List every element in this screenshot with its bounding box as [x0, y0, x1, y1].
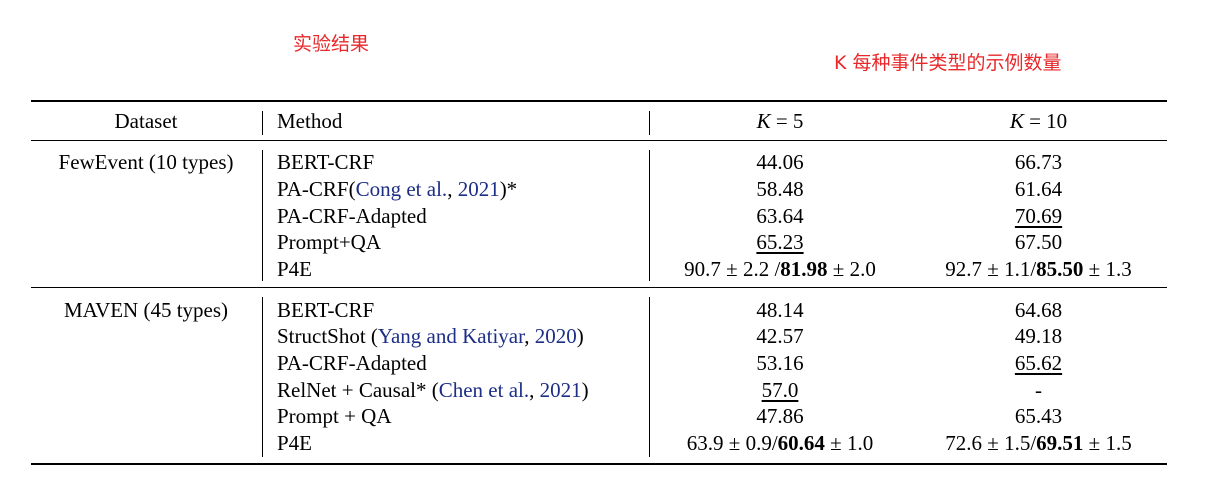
k5-cell: 57.0 [650, 377, 910, 403]
k10-cell: 49.18 [1014, 324, 1063, 348]
col-separator [649, 297, 650, 457]
col-separator [649, 111, 650, 135]
method-text: ) [581, 378, 589, 402]
k10-cell: 65.62 [910, 350, 1167, 376]
best-value: 69.51 [1036, 431, 1084, 455]
header-k5: K = 5 [650, 108, 910, 134]
value-part: ± 1.5 [1083, 431, 1132, 455]
dataset-label: MAVEN (45 types) [63, 298, 229, 322]
k10-cell: - [1035, 378, 1042, 402]
k5-cell: 47.86 [756, 404, 804, 428]
k10-cell: 72.6 ± 1.5/69.51 ± 1.5 [910, 430, 1167, 456]
method-cell: BERT-CRF [277, 298, 375, 322]
method-text: ) [576, 324, 584, 348]
best-value: 81.98 [780, 257, 828, 281]
citation-year-link[interactable]: 2021 [539, 378, 582, 402]
method-cell: P4E [277, 431, 313, 455]
citation-link[interactable]: Chen et al. [438, 378, 530, 402]
method-cell: PA-CRF(Cong et al., 2021)* [277, 176, 517, 202]
table-bottom-rule [31, 463, 1167, 465]
method-cell: P4E [277, 257, 313, 281]
citation-link[interactable]: Yang and Katiyar [377, 324, 525, 348]
k10-cell: 66.73 [1014, 150, 1063, 174]
value-part: 92.7 ± 1.1/ [945, 257, 1037, 281]
second-best-value: 65.62 [1014, 351, 1063, 375]
k5-cell: 63.9 ± 0.9/60.64 ± 1.0 [650, 430, 910, 456]
header-k10-var: K [1009, 109, 1024, 133]
k5-cell: 58.48 [756, 177, 804, 201]
header-k10-rest: = 10 [1023, 109, 1068, 133]
k10-cell: 67.50 [1014, 230, 1063, 254]
value-part: ± 2.0 [827, 257, 876, 281]
annotation-k-definition: K 每种事件类型的示例数量 [834, 52, 1062, 74]
second-best-value: 65.23 [756, 230, 804, 254]
value-part: 90.7 ± 2.2 / [684, 257, 781, 281]
header-k5-var: K [756, 109, 771, 133]
table-header-rule [31, 140, 1167, 141]
k10-cell: 70.69 [910, 203, 1167, 229]
dataset-label: FewEvent (10 types) [58, 150, 234, 174]
method-cell: RelNet + Causal* (Chen et al., 2021) [277, 377, 589, 403]
best-value: 85.50 [1036, 257, 1084, 281]
col-separator [262, 150, 263, 281]
k10-cell: 61.64 [1014, 177, 1063, 201]
k5-cell: 48.14 [756, 298, 804, 322]
col-separator [649, 150, 650, 281]
k5-cell: 90.7 ± 2.2 /81.98 ± 2.0 [650, 256, 910, 282]
method-text: PA-CRF( [277, 177, 356, 201]
value-part: 72.6 ± 1.5/ [945, 431, 1037, 455]
value-part: ± 1.3 [1083, 257, 1132, 281]
method-cell: PA-CRF-Adapted [277, 204, 427, 228]
header-dataset: Dataset [114, 109, 178, 133]
citation-year-link[interactable]: 2021 [457, 177, 500, 201]
method-cell: PA-CRF-Adapted [277, 351, 427, 375]
k5-cell: 65.23 [650, 229, 910, 255]
second-best-value: 57.0 [761, 378, 799, 402]
k5-cell: 53.16 [756, 351, 804, 375]
second-best-value: 70.69 [1014, 204, 1063, 228]
method-text: )* [499, 177, 518, 201]
header-k10: K = 10 [910, 108, 1167, 134]
method-cell: Prompt+QA [277, 230, 382, 254]
table-top-rule [31, 100, 1167, 102]
citation-sep: , [447, 177, 458, 201]
method-text: StructShot ( [277, 324, 378, 348]
k5-cell: 63.64 [756, 204, 804, 228]
header-method: Method [277, 109, 343, 133]
citation-sep: , [529, 378, 540, 402]
table-group-rule [31, 287, 1167, 288]
method-cell: StructShot (Yang and Katiyar, 2020) [277, 323, 584, 349]
annotation-experiment-results: 实验结果 [293, 33, 370, 55]
k10-cell: 65.43 [1014, 404, 1063, 428]
header-k5-rest: = 5 [770, 109, 804, 133]
method-text: RelNet + Causal* ( [277, 378, 439, 402]
col-separator [262, 297, 263, 457]
citation-link[interactable]: Cong et al. [355, 177, 448, 201]
k10-cell: 64.68 [1014, 298, 1063, 322]
value-part: ± 1.0 [824, 431, 874, 455]
col-separator [262, 111, 263, 135]
k5-cell: 42.57 [756, 324, 804, 348]
method-cell: Prompt + QA [277, 404, 392, 428]
k10-cell: 92.7 ± 1.1/85.50 ± 1.3 [910, 256, 1167, 282]
citation-sep: , [524, 324, 535, 348]
value-part: 63.9 ± 0.9/ [686, 431, 778, 455]
citation-year-link[interactable]: 2020 [534, 324, 577, 348]
best-value: 60.64 [777, 431, 825, 455]
method-cell: BERT-CRF [277, 150, 375, 174]
k5-cell: 44.06 [756, 150, 804, 174]
